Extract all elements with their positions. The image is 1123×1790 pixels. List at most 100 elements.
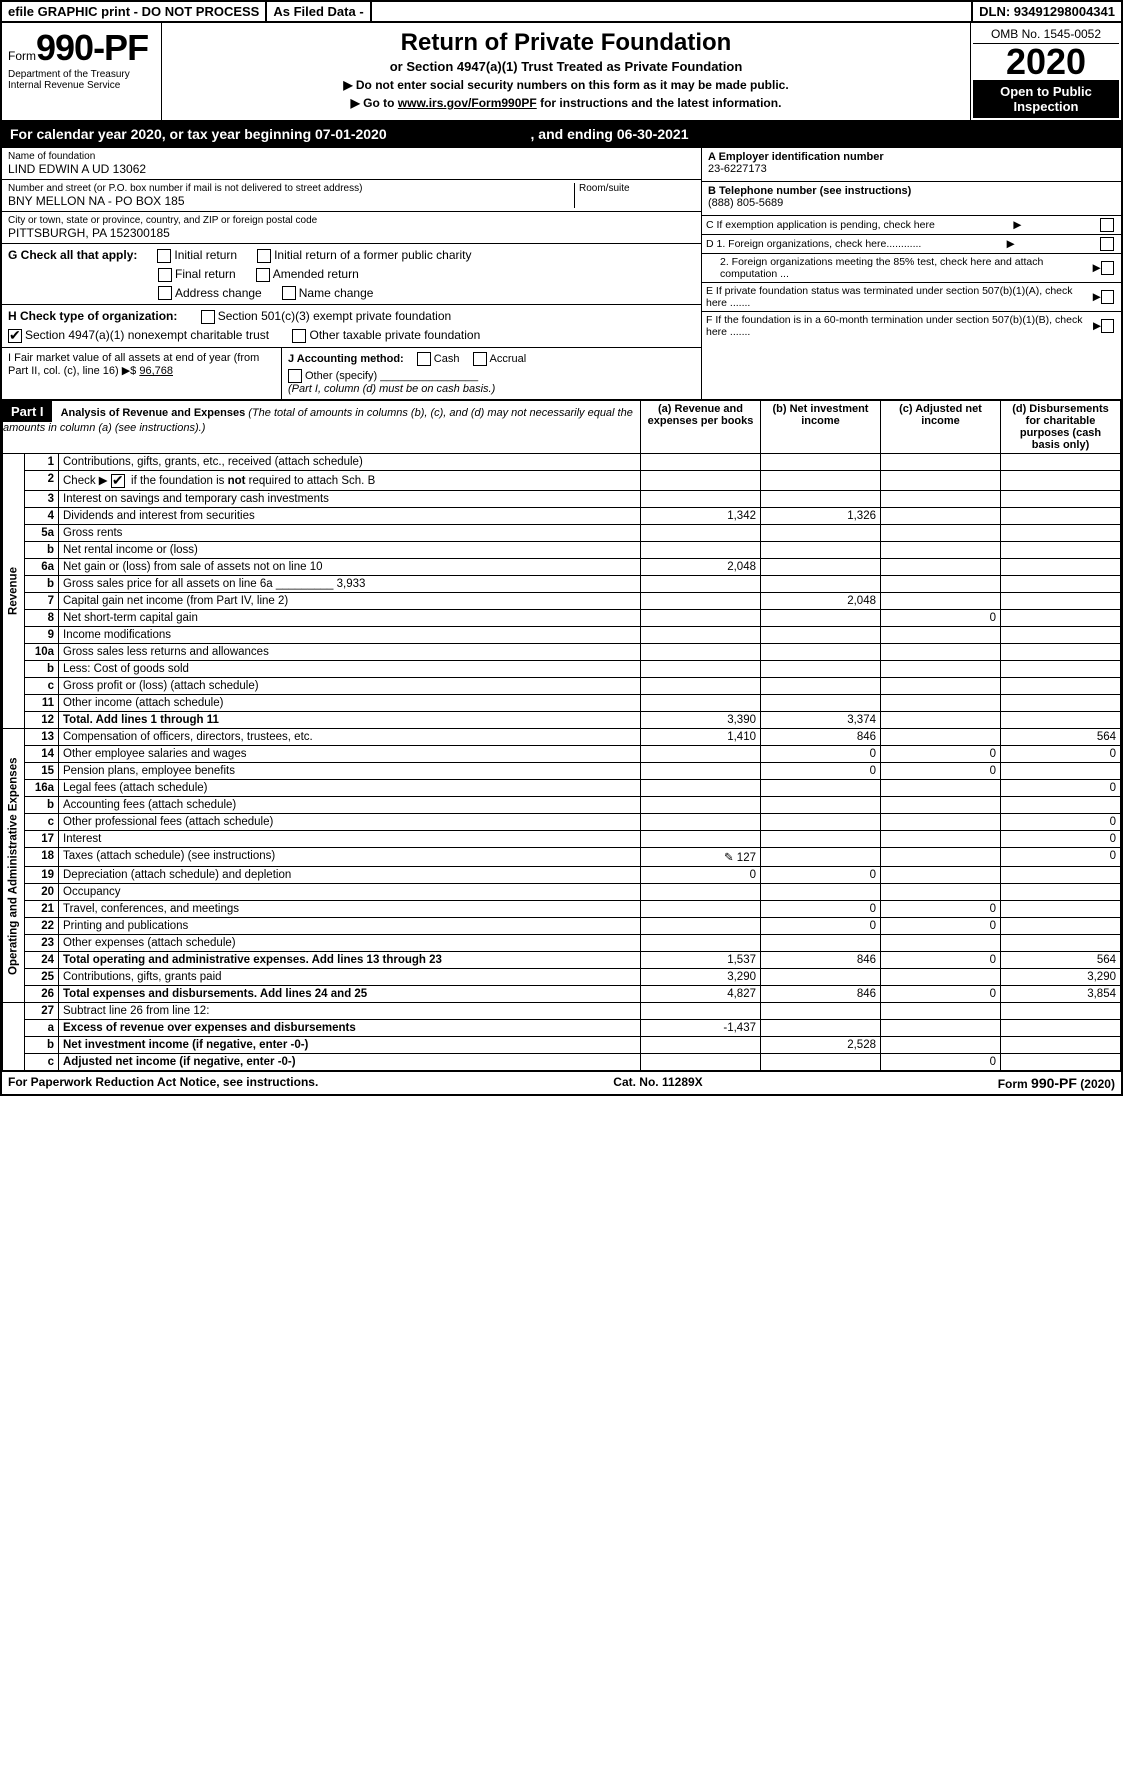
- cell-col-d: [1001, 525, 1121, 542]
- cell-col-c: [881, 678, 1001, 695]
- arrow-icon: ▶: [1093, 320, 1101, 332]
- cell-col-c: [881, 695, 1001, 712]
- cell-col-b: 0: [761, 918, 881, 935]
- cell-col-a: [641, 542, 761, 559]
- row-number: 9: [25, 627, 59, 644]
- cell-col-a: [641, 644, 761, 661]
- checkbox-icon: [282, 286, 296, 300]
- row-desc: Interest on savings and temporary cash i…: [59, 491, 641, 508]
- D1-row: D 1. Foreign organizations, check here..…: [702, 235, 1121, 254]
- I-value: 96,768: [139, 365, 173, 377]
- city-label: City or town, state or province, country…: [8, 215, 695, 226]
- cell-col-c: [881, 780, 1001, 797]
- J-other[interactable]: Other (specify) ________________: [288, 370, 478, 382]
- row-number: 16a: [25, 780, 59, 797]
- row-number: 3: [25, 491, 59, 508]
- cell-col-c: 0: [881, 918, 1001, 935]
- J-accrual[interactable]: Accrual: [473, 353, 527, 365]
- entity-info: Name of foundation LIND EDWIN A UD 13062…: [2, 148, 1121, 400]
- form-number: 990-PF: [36, 27, 148, 68]
- row-number: 13: [25, 729, 59, 746]
- cell-col-d: [1001, 1003, 1121, 1020]
- cell-col-a: 3,390: [641, 712, 761, 729]
- cell-col-a: [641, 471, 761, 491]
- table-row: 8Net short-term capital gain0: [3, 610, 1121, 627]
- foundation-address: BNY MELLON NA - PO BOX 185: [8, 194, 570, 208]
- G-opt-address[interactable]: Address change: [158, 286, 262, 301]
- cell-col-c: [881, 525, 1001, 542]
- phone-cell: B Telephone number (see instructions) (8…: [702, 182, 1121, 216]
- section-label: Operating and Administrative Expenses: [3, 729, 25, 1003]
- cell-col-a: [641, 627, 761, 644]
- section-H: H Check type of organization: Section 50…: [2, 305, 701, 348]
- row-desc: Legal fees (attach schedule): [59, 780, 641, 797]
- cell-col-c: [881, 627, 1001, 644]
- row-desc: Capital gain net income (from Part IV, l…: [59, 593, 641, 610]
- row-number: 20: [25, 884, 59, 901]
- cell-col-b: [761, 695, 881, 712]
- cell-col-d: 0: [1001, 780, 1121, 797]
- foundation-name: LIND EDWIN A UD 13062: [8, 162, 695, 176]
- cell-col-c: [881, 867, 1001, 884]
- arrow-icon: ▶: [1007, 238, 1015, 250]
- cell-col-d: [1001, 661, 1121, 678]
- H-opt1[interactable]: Section 501(c)(3) exempt private foundat…: [201, 309, 451, 323]
- H-label: H Check type of organization:: [8, 309, 177, 323]
- C-checkbox[interactable]: [1100, 218, 1114, 232]
- G-opt-name[interactable]: Name change: [282, 286, 374, 301]
- topbar-spacer: [372, 2, 973, 21]
- table-row: 5aGross rents: [3, 525, 1121, 542]
- row-desc: Total operating and administrative expen…: [59, 952, 641, 969]
- D1-checkbox[interactable]: [1100, 237, 1114, 251]
- instr-2: ▶ Go to www.irs.gov/Form990PF for instru…: [172, 96, 960, 110]
- table-row: 9Income modifications: [3, 627, 1121, 644]
- D2-checkbox[interactable]: [1101, 261, 1114, 275]
- arrow-icon: ▶: [1013, 219, 1021, 231]
- E-checkbox[interactable]: [1101, 290, 1114, 304]
- H-opt2[interactable]: Section 4947(a)(1) nonexempt charitable …: [8, 328, 269, 342]
- checkbox-checked-icon: [111, 474, 125, 488]
- part1-table: Part I Analysis of Revenue and Expenses …: [2, 400, 1121, 1071]
- row-number: c: [25, 678, 59, 695]
- room-label: Room/suite: [579, 183, 695, 194]
- cell-col-a: [641, 763, 761, 780]
- attachment-icon[interactable]: ✎: [724, 852, 734, 864]
- as-filed: As Filed Data -: [267, 2, 371, 21]
- cell-col-b: [761, 525, 881, 542]
- calendar-year-row: For calendar year 2020, or tax year begi…: [2, 122, 1121, 148]
- foundation-name-cell: Name of foundation LIND EDWIN A UD 13062: [2, 148, 701, 180]
- col-a-header: (a) Revenue and expenses per books: [641, 401, 761, 454]
- G-opt-initial-former[interactable]: Initial return of a former public charit…: [257, 248, 471, 263]
- table-row: cOther professional fees (attach schedul…: [3, 814, 1121, 831]
- row-desc: Check ▶ if the foundation is not require…: [59, 471, 641, 491]
- table-row: bAccounting fees (attach schedule): [3, 797, 1121, 814]
- cell-col-d: 3,290: [1001, 969, 1121, 986]
- cell-col-d: [1001, 1054, 1121, 1071]
- irs-link[interactable]: www.irs.gov/Form990PF: [398, 96, 537, 110]
- table-row: 12Total. Add lines 1 through 113,3903,37…: [3, 712, 1121, 729]
- G-opt-final[interactable]: Final return: [158, 267, 236, 282]
- G-opt-amended[interactable]: Amended return: [256, 267, 359, 282]
- cell-col-b: 846: [761, 952, 881, 969]
- table-row: 6aNet gain or (loss) from sale of assets…: [3, 559, 1121, 576]
- section-G: G Check all that apply: Initial return I…: [2, 244, 701, 305]
- section-I: I Fair market value of all assets at end…: [2, 348, 282, 399]
- cell-col-d: [1001, 901, 1121, 918]
- cell-col-b: [761, 471, 881, 491]
- form-page: efile GRAPHIC print - DO NOT PROCESS As …: [0, 0, 1123, 1096]
- cell-col-d: [1001, 508, 1121, 525]
- table-row: 10aGross sales less returns and allowanc…: [3, 644, 1121, 661]
- cell-col-d: 0: [1001, 814, 1121, 831]
- F-checkbox[interactable]: [1101, 319, 1114, 333]
- col-d-header: (d) Disbursements for charitable purpose…: [1001, 401, 1121, 454]
- cell-col-a: [641, 454, 761, 471]
- J-cash[interactable]: Cash: [417, 353, 460, 365]
- cell-col-c: 0: [881, 901, 1001, 918]
- row-desc: Income modifications: [59, 627, 641, 644]
- cell-col-a: [641, 1054, 761, 1071]
- G-opt-initial[interactable]: Initial return: [157, 248, 237, 263]
- cell-col-d: 3,854: [1001, 986, 1121, 1003]
- H-opt3[interactable]: Other taxable private foundation: [292, 328, 480, 342]
- table-row: Revenue1Contributions, gifts, grants, et…: [3, 454, 1121, 471]
- cell-col-a: [641, 1037, 761, 1054]
